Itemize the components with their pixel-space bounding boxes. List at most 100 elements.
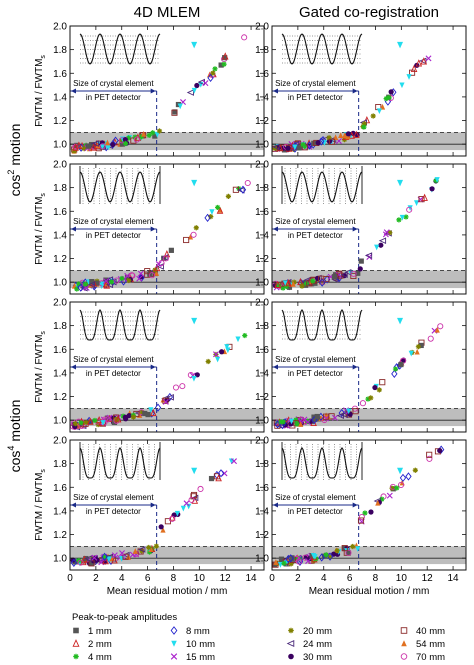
x-axis-label: Mean residual motion / mm — [309, 586, 430, 597]
arrow-head-right — [352, 226, 358, 232]
marker-star — [326, 135, 332, 141]
marker-15mm — [383, 229, 390, 236]
ylabel-sub: s — [40, 55, 47, 59]
marker-star — [150, 130, 156, 136]
arrow-head-left — [273, 502, 278, 508]
y-tick-label: 1.6 — [255, 345, 269, 356]
arrow-head-right — [150, 226, 156, 232]
marker-15mm — [301, 416, 308, 423]
legend-item: 4 mm — [73, 652, 112, 663]
marker-2mm — [191, 496, 199, 504]
marker-1mm — [289, 556, 295, 562]
marker-star — [323, 552, 329, 558]
y-tick-label: 1.0 — [53, 278, 67, 289]
marker-15mm — [91, 554, 98, 561]
ylabel-main: FWTM / FWTM — [34, 335, 45, 403]
inset-curve — [281, 171, 363, 203]
x-axis-label: Mean residual motion / mm — [107, 586, 228, 597]
y-tick-label: 1.2 — [53, 392, 67, 403]
arrow-head-right — [150, 502, 156, 508]
marker-10mm — [406, 74, 412, 80]
marker-54mm — [141, 130, 147, 137]
y-tick-label: 1.6 — [255, 69, 269, 80]
marker-star — [221, 61, 227, 67]
marker-star — [412, 467, 418, 473]
marker-8mm — [391, 369, 398, 379]
inset-curve — [79, 171, 161, 203]
marker-10mm — [397, 179, 404, 187]
marker-54mm — [148, 546, 154, 552]
annotation-line2: in PET detector — [288, 369, 343, 378]
marker-1mm — [355, 270, 361, 276]
marker-1mm — [168, 247, 174, 253]
marker-star — [280, 285, 286, 291]
y-tick-label: 1.0 — [255, 554, 269, 565]
marker-1mm — [152, 133, 158, 139]
legend-item-label: 54 mm — [416, 639, 445, 650]
marker-30mm — [110, 141, 116, 148]
marker-30mm — [285, 145, 291, 151]
marker-40mm — [400, 627, 408, 634]
panel-frame — [271, 301, 467, 433]
arrow-head-right — [150, 88, 156, 94]
tolerance-band — [70, 270, 264, 289]
marker-30mm — [437, 447, 443, 454]
ylabel-main: FWTM / FWTM — [34, 59, 45, 127]
legend-item: 24 mm — [286, 639, 332, 650]
ylabel-sub: s — [40, 331, 47, 335]
y-tick-label: 1.4 — [53, 506, 67, 517]
panel-4-1: Size of crystal element in PET detector 0 2… — [34, 436, 265, 584]
y-tick-label: 1.0 — [53, 554, 67, 565]
marker-star — [284, 283, 290, 290]
annotation-line1: Size of crystal element — [73, 355, 154, 364]
marker-54mm — [160, 526, 166, 533]
legend-item: 8 mm — [170, 626, 210, 637]
ylabel-main: FWTM / FWTM — [34, 197, 45, 265]
panel-4-2: Size of crystal element in PET detector 0 2… — [255, 436, 467, 584]
marker-star — [387, 230, 393, 236]
marker-1mm — [285, 280, 291, 286]
marker-star — [362, 510, 368, 516]
y-tick-label: 2.0 — [53, 160, 67, 171]
marker-star — [215, 204, 221, 211]
motion-inset — [79, 442, 161, 480]
y-tick-label: 1.2 — [255, 116, 269, 127]
marker-10mm — [154, 131, 160, 138]
row-label-base: cos — [7, 451, 23, 473]
marker-24mm — [336, 412, 344, 419]
y-axis-label-text: FWTM / FWTMs — [34, 331, 47, 403]
marker-10mm — [321, 140, 328, 146]
ylabel-sub: s — [40, 469, 47, 473]
marker-star — [73, 653, 79, 660]
x-tick-label: 8 — [171, 573, 177, 584]
marker-2mm — [75, 141, 83, 149]
arrow-head-right — [352, 88, 358, 94]
marker-star — [396, 217, 402, 223]
scatter-points — [272, 445, 445, 568]
y-tick-label: 2.0 — [255, 160, 269, 171]
marker-8mm — [154, 403, 162, 412]
marker-1mm — [74, 142, 80, 148]
marker-1mm — [296, 145, 302, 151]
scatter-points — [271, 41, 432, 153]
marker-15mm — [212, 351, 219, 358]
marker-2mm — [95, 415, 103, 424]
marker-15mm — [170, 653, 178, 660]
marker-2mm — [276, 144, 284, 152]
scatter-points — [69, 317, 248, 431]
marker-star — [403, 214, 409, 220]
marker-1mm — [94, 280, 100, 286]
marker-70mm — [99, 143, 106, 150]
legend-item-label: 15 mm — [186, 652, 215, 663]
marker-star — [146, 549, 153, 555]
tolerance-band — [272, 132, 466, 151]
legend-item-label: 2 mm — [88, 639, 112, 650]
marker-10mm — [191, 87, 197, 94]
marker-24mm — [272, 143, 280, 151]
marker-star — [146, 544, 152, 551]
marker-star — [205, 358, 211, 365]
marker-30mm — [219, 349, 225, 355]
marker-24mm — [344, 268, 352, 276]
marker-30mm — [429, 186, 435, 192]
marker-2mm — [216, 206, 224, 214]
